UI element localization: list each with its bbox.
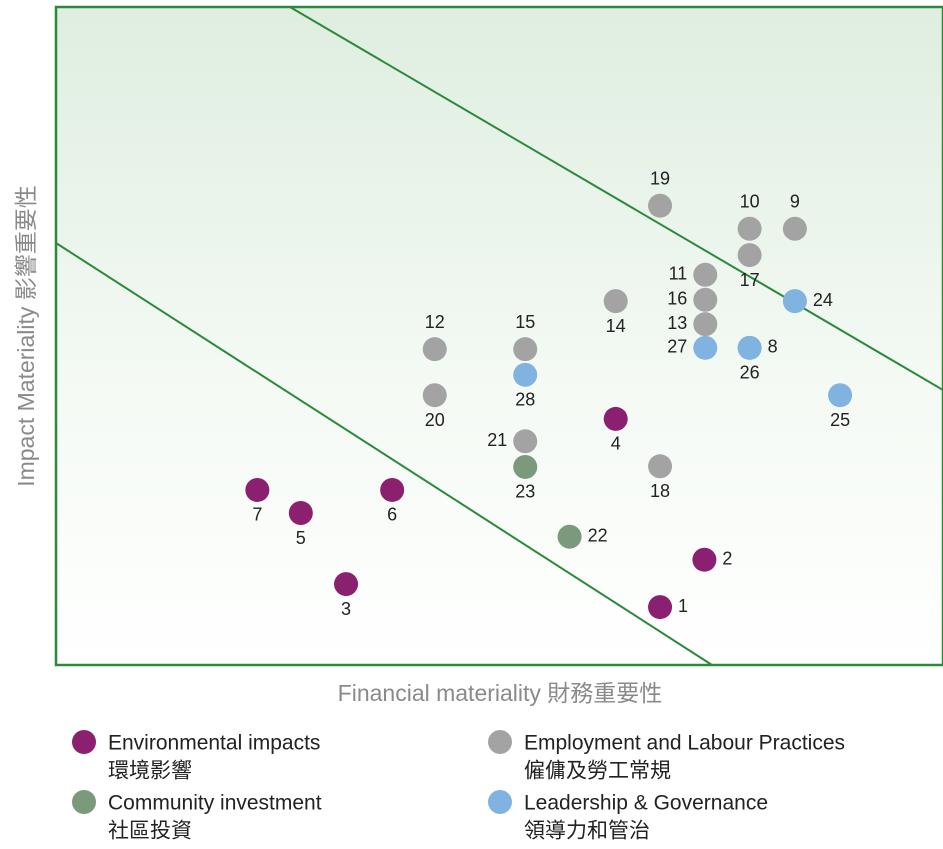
data-point (422, 383, 447, 408)
point-label: 18 (650, 481, 670, 501)
legend-swatch (488, 730, 512, 754)
boundary-line (289, 6, 943, 391)
data-point (422, 337, 447, 362)
point-label: 13 (667, 313, 687, 333)
y-axis-label: Impact Materiality 影響重要性 (13, 185, 39, 487)
point-label: 3 (341, 599, 351, 619)
data-point (648, 193, 673, 218)
point-label: 25 (830, 410, 850, 430)
data-point (828, 383, 853, 408)
data-point (513, 429, 538, 454)
data-point (737, 335, 762, 360)
point-label: 4 (611, 434, 621, 454)
point-label: 7 (252, 505, 262, 525)
plot-background (56, 7, 943, 665)
point-label: 8 (768, 337, 778, 357)
point-label: 11 (669, 264, 688, 284)
point-label: 24 (813, 290, 833, 310)
legend-label-zh: 領導力和管治 (524, 820, 650, 843)
legend-label-zh: 環境影響 (108, 760, 192, 783)
data-point (648, 454, 673, 479)
data-point (737, 216, 762, 241)
point-label: 17 (740, 270, 760, 290)
legend-label: Leadership & Governance (524, 792, 768, 815)
point-label: 1 (678, 596, 688, 616)
point-label: 26 (740, 363, 760, 383)
point-label: 5 (296, 528, 306, 548)
data-point (693, 335, 718, 360)
data-point (245, 477, 270, 502)
data-point (513, 454, 538, 479)
legend-swatch (488, 790, 512, 814)
point-label: 28 (515, 390, 535, 410)
point-label: 20 (425, 410, 445, 430)
data-point (782, 289, 807, 314)
legend-label: Community investment (108, 792, 322, 815)
data-point (693, 287, 718, 312)
point-label: 14 (606, 316, 626, 336)
point-label: 15 (515, 312, 535, 332)
point-label: 22 (588, 525, 608, 545)
point-label: 9 (790, 191, 800, 211)
data-point (693, 262, 718, 287)
data-point (557, 524, 582, 549)
point-label: 6 (387, 505, 397, 525)
data-point (782, 216, 807, 241)
legend-label: Environmental impacts (108, 732, 320, 755)
data-point (692, 547, 717, 572)
legend-label-zh: 社區投資 (108, 820, 192, 843)
data-point (513, 362, 538, 387)
point-label: 23 (515, 482, 535, 502)
point-label: 27 (667, 337, 687, 357)
boundary-line (55, 242, 713, 666)
plot-frame (54, 5, 943, 667)
data-point (648, 595, 673, 620)
data-point (380, 477, 405, 502)
data-point (693, 312, 718, 337)
data-point (334, 572, 359, 597)
data-point (603, 289, 628, 314)
point-label: 2 (722, 548, 732, 568)
data-point (288, 501, 313, 526)
point-label: 10 (740, 191, 760, 211)
point-label: 16 (667, 289, 687, 309)
legend-swatch (72, 730, 96, 754)
x-axis-label: Financial materiality 財務重要性 (338, 680, 663, 706)
data-point (513, 337, 538, 362)
legend-swatch (72, 790, 96, 814)
point-label: 21 (487, 430, 507, 450)
data-point (737, 243, 762, 268)
point-label: 12 (425, 312, 445, 332)
data-point (603, 406, 628, 431)
legend-label-zh: 僱傭及勞工常規 (524, 760, 671, 783)
point-label: 19 (650, 168, 670, 188)
legend-label: Employment and Labour Practices (524, 732, 845, 755)
